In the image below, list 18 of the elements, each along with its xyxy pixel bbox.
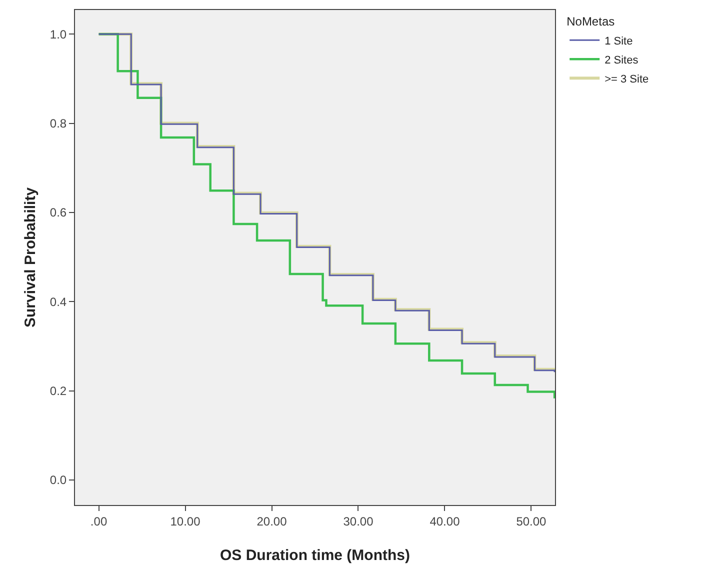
x-tick-label: 30.00 (343, 514, 374, 528)
x-tick-label: 20.00 (256, 514, 288, 528)
legend-label: >= 3 Site (604, 73, 649, 86)
y-tick-label: 0.6 (50, 206, 67, 220)
x-tick-label: 10.00 (170, 514, 201, 528)
y-tick-label: 1.0 (50, 27, 67, 42)
legend-title: NoMetas (566, 14, 615, 29)
y-tick-label: 0.8 (50, 116, 67, 130)
y-tick-label: 0.0 (50, 473, 67, 488)
legend-label: 2 Sites (604, 54, 639, 66)
y-tick-label: 0.2 (50, 384, 67, 398)
y-tick-label: 0.4 (50, 294, 67, 309)
x-axis-title: OS Duration time (Months) (220, 547, 410, 564)
x-tick-label: 40.00 (430, 514, 460, 528)
y-axis-title: Survival Probability (22, 186, 39, 328)
legend-label: 1 Site (604, 35, 633, 48)
x-tick-label: .00 (90, 514, 108, 528)
x-tick-label: 50.00 (516, 514, 547, 528)
